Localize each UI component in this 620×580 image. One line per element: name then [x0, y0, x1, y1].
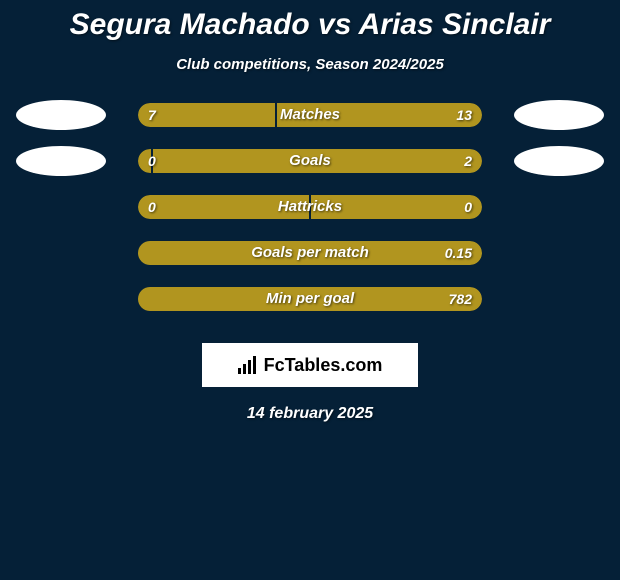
team-badge-left: [16, 146, 106, 176]
stat-row: Matches7 13: [0, 103, 620, 149]
date-line: 14 february 2025: [0, 405, 620, 423]
stat-row: Goals0 2: [0, 149, 620, 195]
value-left: 7: [148, 103, 156, 127]
stat-label: Hattricks: [138, 195, 482, 219]
stat-row: Hattricks0 0: [0, 195, 620, 241]
value-left: 0: [148, 195, 156, 219]
brand-logo: FcTables.com: [202, 343, 418, 387]
value-right: 13: [456, 103, 472, 127]
value-left: 0: [148, 149, 156, 173]
stat-label: Min per goal: [138, 287, 482, 311]
comparison-chart: Matches713Goals02Hattricks00Goals per ma…: [0, 103, 620, 333]
stat-row: Goals per match0.15: [0, 241, 620, 287]
stat-label: Matches: [138, 103, 482, 127]
stat-row: Min per goal782: [0, 287, 620, 333]
brand-text: FcTables.com: [264, 355, 383, 376]
value-right: 782: [449, 287, 472, 311]
bar-chart-icon: [238, 356, 260, 374]
value-right: 2: [464, 149, 472, 173]
team-badge-right: [514, 146, 604, 176]
stat-label: Goals: [138, 149, 482, 173]
value-right: 0.15: [445, 241, 472, 265]
team-badge-right: [514, 100, 604, 130]
team-badge-left: [16, 100, 106, 130]
subtitle: Club competitions, Season 2024/2025: [0, 56, 620, 73]
stat-label: Goals per match: [138, 241, 482, 265]
value-right: 0: [464, 195, 472, 219]
page-title: Segura Machado vs Arias Sinclair: [0, 0, 620, 42]
